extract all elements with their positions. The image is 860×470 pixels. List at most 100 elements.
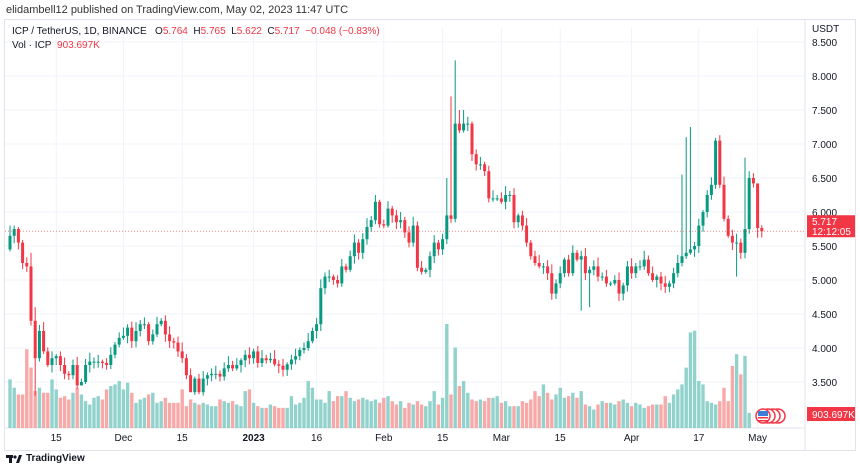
candle-body <box>722 184 726 219</box>
candle-body <box>113 344 117 355</box>
candle-body <box>84 365 88 382</box>
candle <box>37 324 41 362</box>
candle-body <box>756 183 760 229</box>
volume-bar <box>188 399 193 428</box>
candle-body <box>134 331 138 342</box>
events-flags-icon[interactable] <box>755 408 786 424</box>
candle-body <box>197 378 201 393</box>
publisher-line: elidambell12 published on TradingView.co… <box>6 4 349 16</box>
candle <box>281 358 285 377</box>
candle <box>168 326 172 348</box>
volume-bar <box>495 396 499 428</box>
volume-bar <box>306 381 310 428</box>
candle <box>756 183 760 238</box>
candle <box>172 337 176 349</box>
candle <box>449 96 453 223</box>
candle-body <box>537 263 541 267</box>
candle-body <box>457 123 461 131</box>
candle-body <box>693 246 697 250</box>
candle-body <box>495 198 499 200</box>
candle-body <box>420 267 424 272</box>
candle-body <box>655 276 659 280</box>
candle-body <box>478 164 482 166</box>
countdown-text: 12:12:05 <box>812 227 851 238</box>
candle-body <box>130 327 134 342</box>
candle-body <box>348 256 352 270</box>
volume-bar <box>629 406 634 428</box>
candle <box>462 110 466 133</box>
candle <box>159 318 163 327</box>
volume-bar <box>104 389 109 428</box>
volume-bar <box>373 399 378 428</box>
candle <box>567 254 571 277</box>
volume-value: 903.697K <box>57 40 100 51</box>
candle-body <box>8 235 12 250</box>
volume-label[interactable]: Vol · ICP <box>12 40 52 51</box>
candle <box>541 263 545 274</box>
volume-bar <box>310 387 315 428</box>
time-tick-label: 15 <box>177 433 189 444</box>
candle-body <box>331 276 335 280</box>
volume-bar <box>344 391 348 428</box>
volume-bar <box>298 402 302 428</box>
candle-body <box>424 269 428 272</box>
candle <box>327 269 331 283</box>
volume-bar <box>348 397 352 428</box>
candle <box>516 213 520 228</box>
candle-body <box>499 198 503 202</box>
high-label: H <box>193 26 201 37</box>
candle <box>621 282 625 301</box>
volume-bar <box>709 402 714 428</box>
candle <box>71 359 75 380</box>
tradingview-logo-text[interactable]: TradingView <box>26 453 85 464</box>
candle <box>394 209 398 229</box>
candle-body <box>226 365 230 369</box>
candle-body <box>306 341 310 348</box>
price-tick-label: 4.500 <box>812 310 837 321</box>
candle <box>537 254 541 269</box>
candle-body <box>609 283 613 285</box>
candle-body <box>550 273 554 294</box>
candle-body <box>378 201 382 225</box>
candle <box>239 358 243 373</box>
volume-bar <box>67 399 71 428</box>
candle-body <box>315 324 319 331</box>
volume-bar <box>41 392 46 428</box>
volume-bar <box>247 389 252 428</box>
candle <box>533 250 537 266</box>
volume-bar <box>579 391 583 428</box>
volume-bar <box>369 401 373 428</box>
volume-bar <box>432 391 436 428</box>
legend-symbol[interactable]: ICP / TetherUS, 1D, BINANCE <box>12 26 147 37</box>
volume-bar <box>268 404 273 428</box>
candle <box>75 356 79 389</box>
candle-body <box>533 256 537 263</box>
candle <box>630 258 634 279</box>
candle-body <box>105 362 109 365</box>
candle-body <box>714 140 718 185</box>
candle <box>743 157 747 259</box>
candle-body <box>625 266 629 286</box>
volume-bar <box>520 401 525 428</box>
candle-body <box>613 280 617 284</box>
volume-bar <box>117 381 121 428</box>
candle-body <box>12 229 16 236</box>
price-chart[interactable]: 8.500 8.000 7.500 7.000 6.500 6.000 5.500 5.000… <box>0 0 860 452</box>
candle <box>403 216 407 238</box>
price-tick-label: 8.000 <box>812 72 837 83</box>
candle <box>546 260 550 280</box>
candle-body <box>596 266 600 277</box>
candle <box>361 233 365 259</box>
volume-bar <box>159 401 163 428</box>
candle-body <box>100 361 104 363</box>
candle <box>571 245 575 276</box>
candle <box>46 347 50 368</box>
candle <box>121 327 125 340</box>
candle-body <box>751 178 755 184</box>
candle <box>525 218 529 247</box>
candle-body <box>235 365 239 369</box>
candle-body <box>663 283 667 287</box>
volume-bar <box>16 394 21 428</box>
volume-bar <box>734 354 739 428</box>
candle-body <box>617 280 621 294</box>
